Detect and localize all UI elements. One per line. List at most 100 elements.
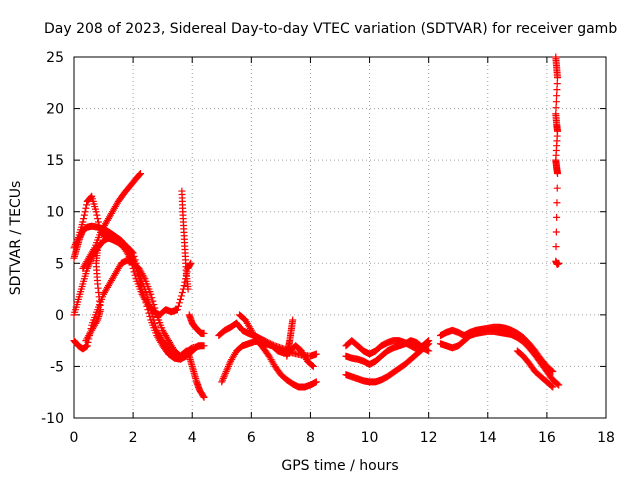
data-point (224, 364, 232, 372)
data-point (553, 86, 561, 94)
data-point (197, 342, 205, 350)
chart-title: Day 208 of 2023, Sidereal Day-to-day VTE… (44, 21, 617, 37)
data-point (222, 368, 230, 376)
x-tick-label: 2 (129, 430, 138, 446)
data-point (147, 290, 155, 298)
data-point (555, 381, 563, 389)
data-point (552, 104, 560, 112)
data-point (80, 215, 88, 223)
data-point (554, 380, 562, 388)
data-point (221, 369, 229, 377)
x-tick-labels: 0 2 4 6 8 10 12 14 16 18 (70, 430, 615, 446)
data-point (140, 273, 148, 281)
series-o (342, 337, 433, 368)
data-point (175, 299, 183, 307)
ticks (73, 56, 607, 419)
data-point (146, 302, 154, 310)
series-m (283, 316, 297, 360)
series-s (513, 347, 557, 391)
data-point (149, 313, 157, 321)
y-tick-label: 10 (46, 205, 64, 221)
data-point (553, 184, 561, 192)
data-point (553, 213, 561, 221)
x-tick-label: 8 (306, 430, 315, 446)
data-point (283, 352, 291, 360)
y-tick-label: 0 (55, 308, 64, 324)
data-point (425, 347, 433, 355)
series-l (236, 311, 320, 391)
data-point (142, 289, 150, 297)
data-point (424, 341, 432, 349)
data-point (220, 373, 228, 381)
y-tick-label: 5 (55, 256, 64, 272)
x-tick-label: 16 (538, 430, 556, 446)
data-point (129, 249, 137, 257)
data-point (548, 382, 556, 390)
data-point (199, 392, 207, 400)
data-point (148, 294, 156, 302)
data-point (143, 292, 151, 300)
data-point (221, 371, 229, 379)
data-point (549, 383, 557, 391)
data-point (223, 366, 231, 374)
data-point (90, 246, 98, 254)
data-point (173, 306, 181, 314)
y-tick-label: -10 (41, 411, 64, 427)
x-axis-label: GPS time / hours (281, 458, 398, 474)
data-point (200, 393, 208, 401)
x-tick-label: 12 (420, 430, 438, 446)
y-tick-label: 15 (46, 153, 64, 169)
data-point (92, 208, 100, 216)
data-point (552, 243, 560, 251)
y-axis-label: SDTVAR / TECUs (8, 181, 24, 296)
x-tick-label: 14 (479, 430, 497, 446)
plot-frame (73, 56, 607, 419)
data-point (152, 323, 160, 331)
data-point (176, 295, 184, 303)
y-tick-label: 25 (46, 50, 64, 66)
data-point (218, 378, 226, 386)
data-point (150, 301, 158, 309)
data-point (151, 304, 159, 312)
series-k (218, 337, 317, 386)
series-f (82, 244, 105, 345)
data-point (180, 282, 188, 290)
data-point (219, 374, 227, 382)
series-p (342, 340, 433, 386)
data-point (184, 285, 192, 293)
y-tick-label: 20 (46, 102, 64, 118)
data-point (308, 362, 316, 370)
data-point (312, 378, 320, 386)
data-point (128, 248, 136, 256)
data-point (178, 289, 186, 297)
data-point (79, 218, 87, 226)
data-point (174, 302, 182, 310)
data-point (130, 252, 138, 260)
data-point (548, 367, 556, 375)
y-tick-label: -5 (50, 359, 64, 375)
data-point (552, 228, 560, 236)
data-point (226, 359, 234, 367)
data-point (135, 171, 143, 179)
data-point (80, 211, 88, 219)
data-point (93, 318, 101, 326)
data-point (219, 376, 227, 384)
data-point (224, 362, 232, 370)
x-tick-label: 4 (188, 430, 197, 446)
data-point (553, 92, 561, 100)
data-point (93, 211, 101, 219)
data-point (137, 170, 144, 178)
data-point (151, 319, 159, 327)
data-point (225, 361, 233, 369)
x-tick-label: 0 (70, 430, 79, 446)
x-tick-label: 6 (247, 430, 256, 446)
data-point (553, 199, 561, 207)
data-point (148, 309, 156, 317)
series-i (184, 347, 208, 401)
data-point (82, 204, 90, 212)
data-point (552, 98, 560, 106)
data-point (147, 306, 155, 314)
data-point (555, 259, 563, 267)
series-e (79, 170, 144, 272)
